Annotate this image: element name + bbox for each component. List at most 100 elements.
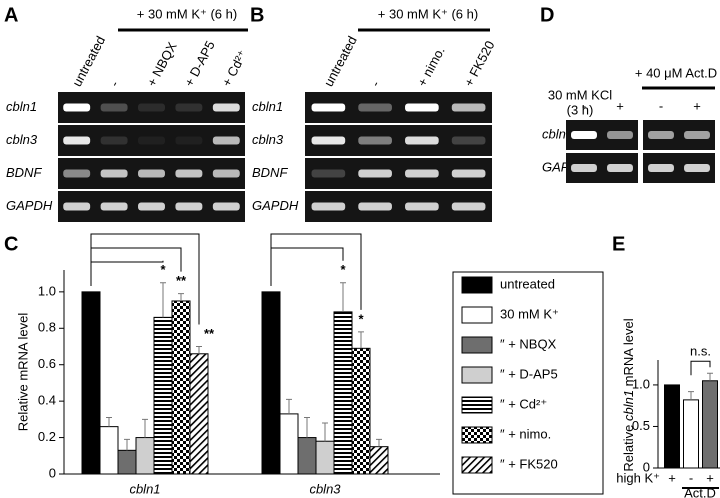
- y-tick-label: 0.6: [38, 356, 56, 371]
- gel-band: [451, 169, 486, 178]
- gel-band: [684, 164, 710, 172]
- lane-label: untreated: [321, 33, 360, 89]
- gel-band: [175, 136, 203, 145]
- error-bar: [322, 422, 328, 442]
- legend-swatch: [461, 276, 493, 294]
- bar: [683, 399, 699, 469]
- row-label: GAPDH: [252, 198, 299, 213]
- gel-band: [138, 136, 165, 145]
- gel-band: [648, 164, 674, 172]
- bar: [153, 316, 173, 475]
- bracket: [90, 233, 200, 325]
- significance: **: [176, 273, 187, 288]
- y-tick-label: 0: [643, 459, 650, 474]
- gel-band: [451, 202, 486, 211]
- gel-band: [571, 164, 597, 172]
- error-bar: [340, 282, 346, 312]
- bracket: [90, 260, 164, 286]
- gel-band: [405, 169, 439, 178]
- lane-label: -: [368, 78, 383, 89]
- lane-label: +: [616, 98, 624, 113]
- bar: [117, 449, 137, 475]
- gel-band: [607, 164, 633, 172]
- error-bar: [142, 418, 148, 438]
- gel-band: [138, 202, 165, 211]
- gel-band: [63, 202, 91, 211]
- panel-letter: B: [250, 4, 264, 26]
- y-axis-label: Relative cbln1 mRNA level: [621, 318, 636, 471]
- x-tick-label: +: [706, 470, 714, 485]
- legend-label: ″ + D-AP5: [500, 366, 558, 381]
- gel-band: [358, 136, 392, 145]
- lane-label: +: [693, 98, 701, 113]
- y-tick-label: 1.0: [38, 283, 56, 298]
- bracket: [90, 247, 182, 286]
- error-bar: [178, 293, 184, 301]
- row-label: cbln1: [542, 126, 573, 141]
- row-label: cbln3: [252, 132, 284, 147]
- gel-band: [138, 169, 165, 178]
- gel-band: [175, 103, 203, 112]
- y-tick-label: 0.5: [632, 418, 650, 433]
- gel-band: [175, 169, 203, 178]
- gel-band: [311, 202, 346, 211]
- row-label: cbln1: [252, 99, 283, 114]
- x-tick-label: +: [668, 470, 676, 485]
- y-label-part: mRNA level: [621, 318, 636, 390]
- row-label: cbln1: [6, 99, 37, 114]
- gel-header: + 30 mM K⁺ (6 h): [378, 6, 478, 21]
- bracket: [270, 247, 344, 286]
- gel-band: [311, 169, 346, 178]
- gel-band: [451, 103, 486, 112]
- gel-band: [212, 169, 240, 178]
- error-bar: [358, 331, 364, 349]
- error-bar: [124, 438, 130, 451]
- legend-swatch: [461, 306, 493, 324]
- gel-band: [138, 103, 165, 112]
- gel-band: [311, 136, 346, 145]
- group-label: Act.D: [684, 485, 716, 498]
- gel-band: [100, 169, 128, 178]
- bar: [369, 446, 389, 475]
- gel-band: [405, 136, 439, 145]
- bar: [189, 353, 209, 475]
- gel-band: [571, 131, 597, 139]
- x-tick-label: cbln1: [129, 481, 160, 496]
- gel-band: [212, 103, 240, 112]
- y-axis-label: Relative mRNA level: [15, 313, 30, 432]
- legend-label: ″ + Cd²⁺: [500, 396, 547, 411]
- gel-band: [405, 103, 439, 112]
- gel-band: [100, 103, 128, 112]
- y-label-part: Relative: [621, 421, 636, 472]
- legend-swatch: [461, 456, 493, 474]
- bar: [99, 426, 119, 475]
- lane-label: + nimo.: [414, 44, 447, 89]
- y-tick-label: 0.2: [38, 429, 56, 444]
- significance: *: [160, 262, 166, 277]
- bracket: [270, 233, 362, 310]
- error-bar: [376, 438, 382, 447]
- annotation: n.s.: [690, 344, 711, 359]
- condition-label: 30 mM KCl: [548, 87, 612, 102]
- gel-band: [311, 103, 346, 112]
- row-label: cbln3: [6, 132, 38, 147]
- gel-band: [358, 169, 392, 178]
- bar: [297, 437, 317, 475]
- bar: [351, 347, 371, 475]
- legend-label: ″ + FK520: [500, 456, 558, 471]
- y-tick-label: 0.4: [38, 393, 56, 408]
- gel-band: [212, 202, 240, 211]
- gel-band: [358, 103, 392, 112]
- gel-band: [684, 131, 710, 139]
- bracket: [690, 360, 711, 376]
- bar: [171, 300, 191, 475]
- legend-label: 30 mM K⁺: [500, 306, 559, 321]
- error-bar: [160, 282, 166, 318]
- bar: [81, 291, 101, 475]
- x-tick-label: cbln3: [309, 481, 341, 496]
- gel-header: + 30 mM K⁺ (6 h): [137, 6, 237, 21]
- error-bar: [286, 398, 292, 414]
- error-bar: [106, 417, 112, 427]
- panel-letter: A: [4, 4, 18, 26]
- lane-label: untreated: [69, 33, 108, 89]
